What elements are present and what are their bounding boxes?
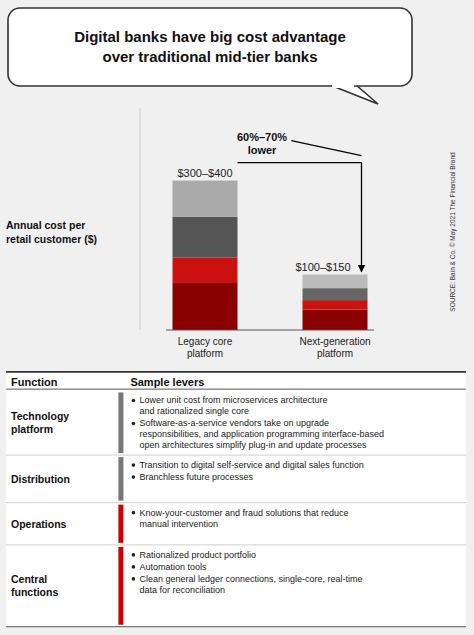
title-bubble-joint bbox=[332, 83, 354, 88]
table-function-line: functions bbox=[11, 586, 58, 598]
category-label: Legacy coreplatform bbox=[178, 336, 233, 359]
bullet bbox=[132, 422, 136, 426]
source: SOURCE: Bain & Co. © May 2021 The Financ… bbox=[449, 152, 457, 312]
table-function: Operations bbox=[11, 518, 67, 530]
table-bottom-rule bbox=[6, 626, 466, 627]
table-lever: Know-your-customer and fraud solutions t… bbox=[139, 508, 348, 529]
table-lever: Transition to digital self-service and d… bbox=[139, 460, 363, 470]
bar-segment bbox=[173, 181, 238, 217]
table-header-rule bbox=[6, 389, 466, 390]
bracket-arrow bbox=[361, 163, 362, 272]
table-row-strip bbox=[118, 547, 123, 625]
table-function: Distribution bbox=[11, 473, 70, 485]
table-header: Function bbox=[11, 376, 58, 388]
bar-segment bbox=[303, 300, 368, 309]
bullet bbox=[132, 475, 136, 479]
table-function-line: platform bbox=[11, 423, 53, 435]
bar-segment bbox=[173, 217, 238, 258]
annotation: $100–$150 bbox=[295, 261, 350, 273]
table-lever: Automation tools bbox=[139, 562, 207, 572]
bar-segment bbox=[303, 275, 368, 289]
bullet bbox=[132, 577, 136, 581]
bullet bbox=[132, 553, 136, 557]
title-bubble bbox=[8, 8, 412, 86]
table-lever: Rationalized product portfolio bbox=[139, 550, 256, 560]
table-function-line: Central bbox=[11, 573, 47, 585]
table-function-line: Operations bbox=[11, 518, 67, 530]
table-row-rule bbox=[6, 502, 466, 503]
table-row-rule bbox=[6, 544, 466, 545]
table-row-strip bbox=[118, 457, 123, 501]
bullet bbox=[132, 399, 136, 403]
bar-segment bbox=[173, 283, 238, 330]
table-lever-line: data for reconciliation bbox=[139, 585, 225, 595]
category-label-line: platform bbox=[187, 348, 223, 359]
y-axis-label-line: retail customer ($) bbox=[6, 233, 97, 245]
table-lever-line: Know-your-customer and fraud solutions t… bbox=[139, 508, 348, 518]
background bbox=[0, 0, 474, 635]
category-label-line: Legacy core bbox=[178, 336, 233, 347]
table-function: Centralfunctions bbox=[11, 573, 58, 598]
bar-segment bbox=[173, 257, 238, 283]
annotation-line: lower bbox=[248, 144, 277, 156]
bullet bbox=[132, 565, 136, 569]
bars bbox=[173, 181, 368, 330]
table-function: Technologyplatform bbox=[11, 410, 69, 435]
table-lever: Clean general ledger connections, single… bbox=[139, 574, 362, 595]
table-row-strip bbox=[118, 392, 123, 453]
y-axis-line bbox=[140, 108, 141, 330]
table-header: Sample levers bbox=[130, 376, 204, 388]
annotation: $300–$400 bbox=[177, 167, 232, 179]
annotation-line: 60%–70% bbox=[237, 131, 287, 143]
chart: Digital banks have big cost advantage ove… bbox=[0, 0, 474, 635]
bullet bbox=[132, 463, 136, 467]
y-axis-label: Annual cost per retail customer ($) bbox=[6, 219, 97, 245]
table-lever-line: Rationalized product portfolio bbox=[139, 550, 256, 560]
bar-segment bbox=[303, 288, 368, 300]
table-header-line: Sample levers bbox=[130, 376, 204, 388]
table-lever: Software-as-a-service vendors take on up… bbox=[139, 418, 384, 450]
table-lever-line: and rationalized single core bbox=[139, 406, 249, 416]
table-lever-line: Branchless future processes bbox=[139, 472, 253, 482]
table-top-rule bbox=[6, 371, 466, 373]
annotation: 60%–70%lower bbox=[237, 131, 287, 156]
table-lever: Lower unit cost from microservices archi… bbox=[139, 395, 327, 416]
annotation-line: $100–$150 bbox=[295, 261, 350, 273]
table-function-line: Distribution bbox=[11, 473, 70, 485]
table-lever: Branchless future processes bbox=[139, 472, 253, 482]
table-lever-line: Clean general ledger connections, single… bbox=[139, 574, 362, 584]
table-lever-line: Transition to digital self-service and d… bbox=[139, 460, 363, 470]
table-header-line: Function bbox=[11, 376, 58, 388]
table-lever-line: Automation tools bbox=[139, 562, 207, 572]
bracket-line bbox=[238, 162, 362, 163]
table-lever-line: open architectures simplify plug-in and … bbox=[139, 440, 367, 450]
baseline bbox=[166, 329, 374, 330]
table-lever-line: responsibilities, and application progra… bbox=[139, 429, 384, 439]
category-label-line: Next-generation bbox=[299, 336, 370, 347]
bar-segment bbox=[303, 310, 368, 330]
title-line: over traditional mid-tier banks bbox=[102, 48, 317, 65]
y-axis-label-line: Annual cost per bbox=[6, 219, 85, 231]
category-label-line: platform bbox=[317, 348, 353, 359]
table-row-rule bbox=[6, 455, 466, 456]
table-lever-line: Lower unit cost from microservices archi… bbox=[139, 395, 327, 405]
bullet bbox=[132, 511, 136, 515]
table-lever-line: Software-as-a-service vendors take on up… bbox=[139, 418, 329, 428]
table-lever-line: manual intervention bbox=[139, 519, 218, 529]
annotation-line: $300–$400 bbox=[177, 167, 232, 179]
annotation-slash bbox=[291, 141, 361, 156]
table-function-line: Technology bbox=[11, 410, 69, 422]
title-line: Digital banks have big cost advantage bbox=[74, 28, 346, 45]
table-background bbox=[6, 372, 466, 627]
title: Digital banks have big cost advantage ove… bbox=[74, 28, 346, 65]
category-label: Next-generationplatform bbox=[299, 336, 370, 359]
table-row-strip bbox=[118, 505, 123, 543]
